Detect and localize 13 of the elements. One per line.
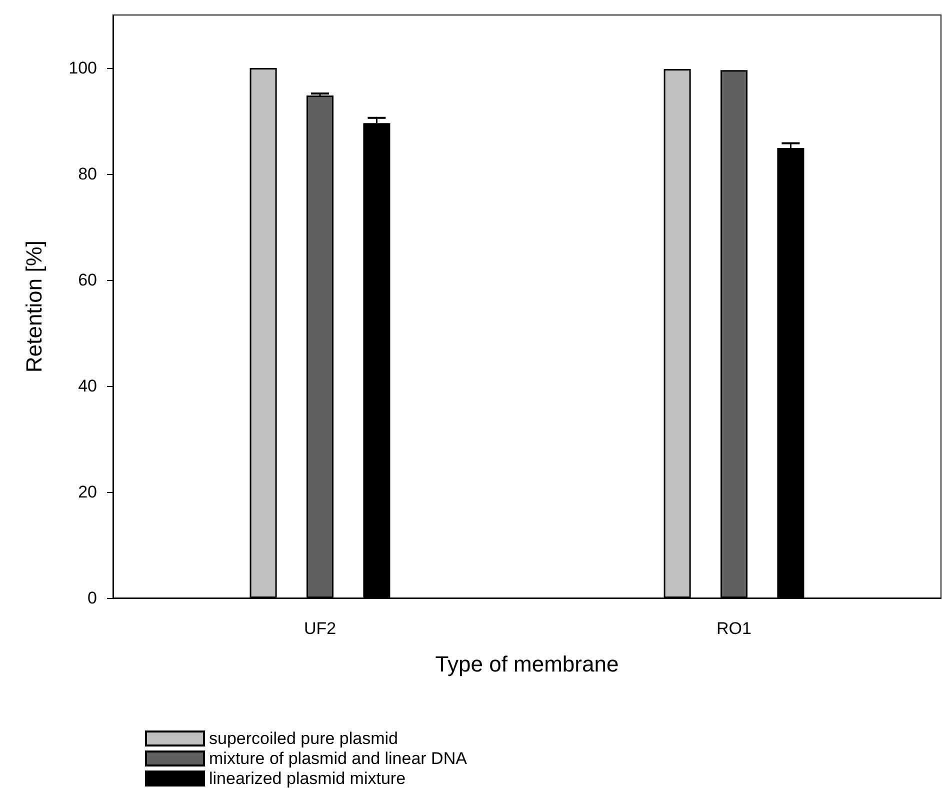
x-tick-label: UF2 (304, 619, 336, 638)
legend-label: mixture of plasmid and linear DNA (209, 749, 468, 768)
y-axis-title: Retention [%] (22, 240, 46, 373)
y-tick-label: 0 (88, 588, 97, 608)
y-tick-label: 40 (78, 376, 97, 396)
legend-label: supercoiled pure plasmid (209, 729, 398, 748)
x-tick-label: RO1 (716, 619, 752, 638)
x-axis-title: Type of membrane (435, 652, 619, 676)
y-tick-label: 60 (78, 270, 97, 290)
y-tick-label: 20 (78, 482, 97, 502)
legend-label: linearized plasmid mixture (209, 769, 406, 788)
y-tick-label: 100 (68, 58, 97, 78)
y-tick-label: 80 (78, 164, 97, 184)
